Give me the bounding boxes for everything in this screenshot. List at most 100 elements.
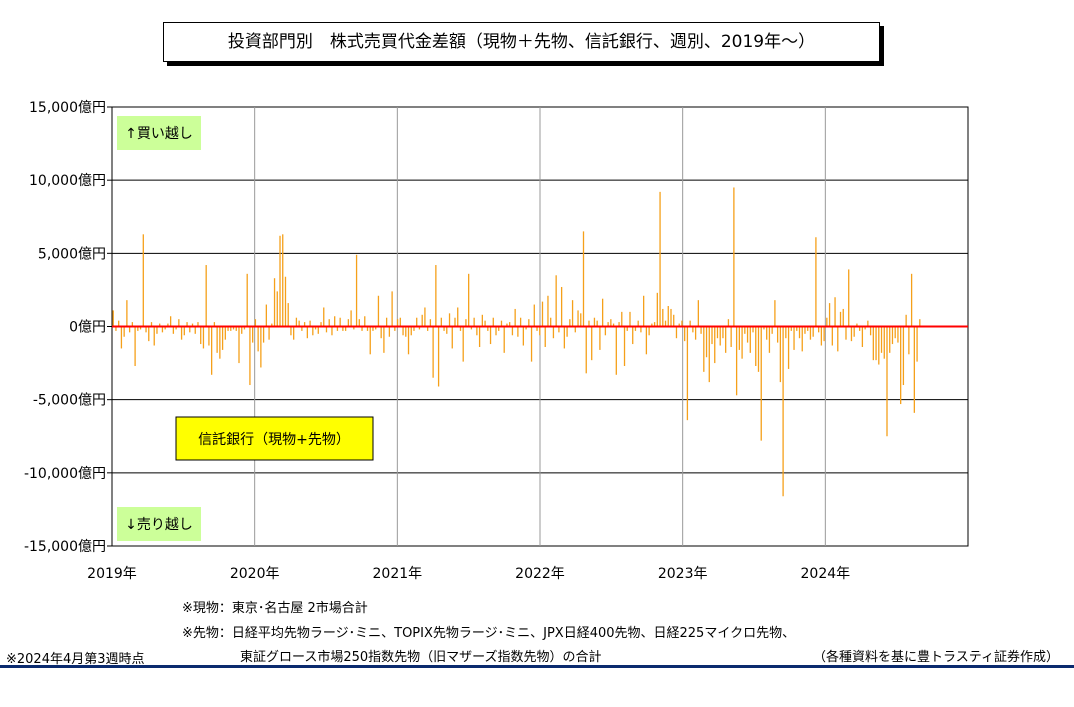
bar (869, 326, 872, 336)
bar (385, 317, 388, 327)
bar (489, 326, 492, 345)
bar (818, 326, 820, 333)
bar (807, 326, 809, 331)
bar (894, 326, 896, 339)
bar (850, 326, 853, 342)
bar (902, 326, 905, 386)
series-label-text: 信託銀行（現物+先物） (198, 432, 350, 448)
bar (331, 326, 333, 336)
bar (703, 326, 705, 372)
bar (375, 326, 377, 330)
bar (200, 326, 202, 345)
bar (183, 326, 185, 336)
bar (484, 320, 486, 327)
bar (473, 317, 475, 327)
bar (377, 295, 380, 327)
bar (722, 326, 724, 339)
bar (391, 291, 393, 327)
bar (380, 326, 382, 339)
bar (544, 326, 546, 347)
bar (350, 310, 352, 327)
bar (905, 314, 907, 327)
bar (364, 316, 366, 327)
bar (230, 326, 232, 331)
bar (913, 326, 915, 413)
y-axis-labels: 15,000億円 10,000億円 5,000億円 0億円 -5,000億円 -10,00… (24, 100, 106, 555)
x-tick-label: 2023年 (658, 566, 708, 582)
bar (667, 306, 669, 327)
bar (725, 326, 727, 353)
bar (287, 303, 289, 327)
bar (243, 326, 246, 330)
bar (476, 326, 478, 336)
bar (118, 320, 120, 327)
bar (487, 326, 489, 331)
bar (145, 326, 147, 333)
bar (246, 273, 248, 327)
bar (643, 295, 645, 327)
bar (159, 323, 161, 327)
bar (711, 326, 713, 345)
bar (664, 320, 667, 327)
bar (402, 326, 404, 336)
bar (760, 326, 762, 441)
bar (558, 326, 560, 333)
bar (571, 300, 574, 327)
bar (128, 326, 131, 333)
bar (536, 326, 538, 331)
bar (241, 326, 243, 334)
bar (785, 326, 787, 339)
bar (396, 319, 399, 327)
bar (424, 307, 426, 327)
bar (273, 278, 276, 327)
bar (342, 326, 344, 331)
note-as-of: ※2024年4月第3週時点 (6, 652, 145, 667)
bar (828, 303, 831, 327)
bar (845, 326, 847, 340)
bar (719, 326, 721, 346)
bar (686, 326, 689, 421)
bar (757, 326, 760, 372)
bar (355, 254, 358, 327)
bar (180, 326, 183, 340)
bar (889, 326, 891, 353)
buy-label: ↑買い越し (117, 116, 201, 150)
bar (336, 326, 339, 331)
bar (498, 326, 500, 331)
bar (733, 187, 735, 327)
bar (675, 326, 678, 339)
bar (820, 326, 823, 346)
bar (714, 326, 716, 364)
bar (637, 320, 639, 327)
bar (560, 286, 563, 327)
bar (533, 304, 535, 327)
bar (413, 326, 415, 331)
bar (569, 319, 571, 327)
bar (126, 300, 128, 327)
bar (908, 326, 910, 355)
buy-label-bg (117, 116, 201, 150)
bar (519, 317, 522, 327)
bar (366, 326, 369, 331)
bar (227, 326, 229, 331)
bar (429, 319, 432, 327)
bar (153, 326, 155, 346)
bar (383, 326, 385, 353)
bar (741, 326, 743, 359)
bar (880, 326, 883, 353)
bar (834, 297, 836, 327)
bar (514, 308, 516, 327)
bar (659, 191, 661, 327)
bar (700, 326, 702, 334)
x-tick-label: 2020年 (230, 566, 280, 582)
bar (421, 314, 423, 327)
bar (298, 320, 300, 327)
bar (394, 326, 396, 331)
bar (372, 326, 374, 331)
bar (164, 326, 166, 330)
bar (478, 326, 481, 347)
x-axis-labels: 2019年 2020年 2021年 2022年 2023年 2024年 (87, 566, 850, 582)
bar (252, 326, 254, 343)
bar (271, 323, 273, 327)
